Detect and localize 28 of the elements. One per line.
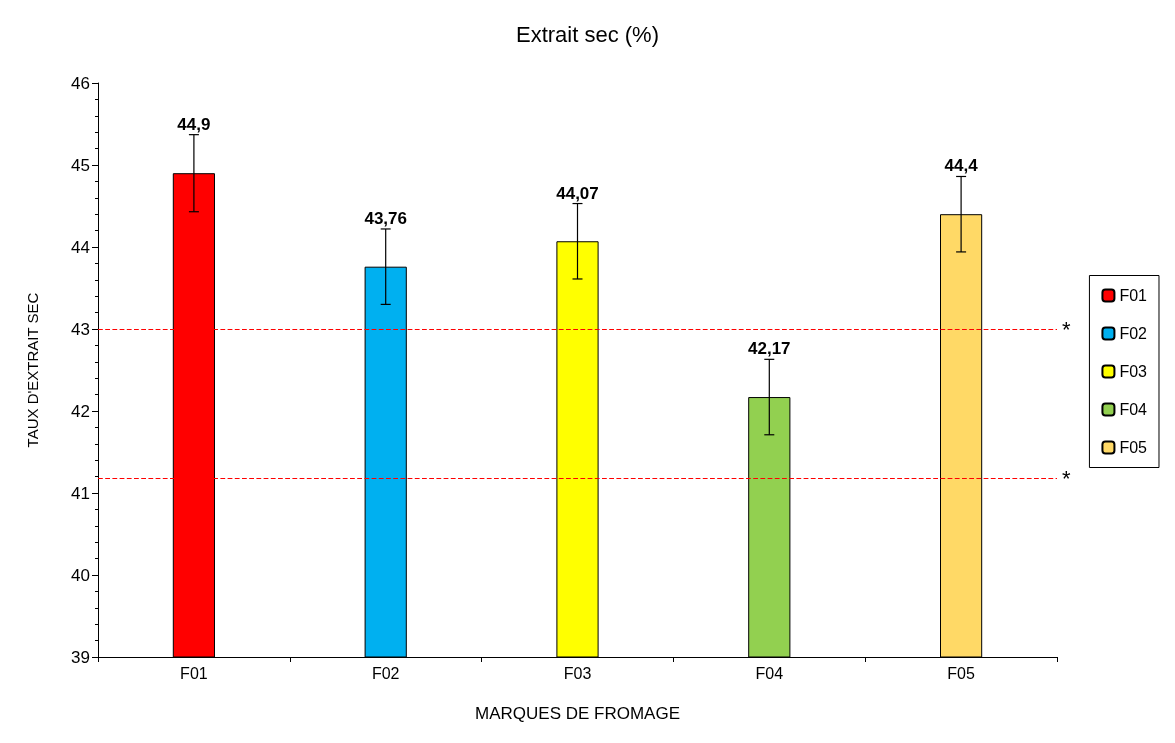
- x-axis-title: MARQUES DE FROMAGE: [475, 704, 680, 723]
- legend-label: F04: [1119, 401, 1148, 418]
- x-tick-label: F01: [180, 664, 208, 682]
- y-tick-label: 41: [71, 483, 90, 503]
- data-label: 44,9: [177, 114, 211, 134]
- data-label: 42,17: [748, 339, 791, 359]
- x-tick-label: F03: [563, 664, 592, 682]
- ref-line-label: *: [1062, 465, 1071, 491]
- y-axis-title: TAUX D'EXTRAIT SEC: [24, 292, 41, 448]
- y-tick-label: 46: [71, 73, 90, 93]
- data-label: 44,4: [944, 156, 979, 176]
- chart-title: Extrait sec (%): [515, 21, 660, 47]
- data-label: 44,07: [556, 183, 599, 203]
- y-tick-label: 45: [71, 155, 90, 175]
- y-tick-label: 40: [71, 565, 90, 585]
- legend-label: F03: [1119, 363, 1148, 380]
- x-tick-label: F02: [371, 664, 400, 682]
- data-label: 43,76: [364, 208, 407, 228]
- x-tick-label: F05: [947, 664, 975, 682]
- legend-label: F05: [1119, 439, 1148, 456]
- y-tick-label: 42: [71, 401, 90, 421]
- legend-label: F02: [1119, 325, 1148, 342]
- x-tick-label: F04: [755, 664, 784, 682]
- y-tick-label: 44: [71, 237, 90, 257]
- y-tick-label: 43: [71, 319, 90, 339]
- y-tick-label: 39: [71, 647, 90, 667]
- ref-line-label: *: [1062, 316, 1071, 342]
- legend-label: F01: [1119, 287, 1148, 304]
